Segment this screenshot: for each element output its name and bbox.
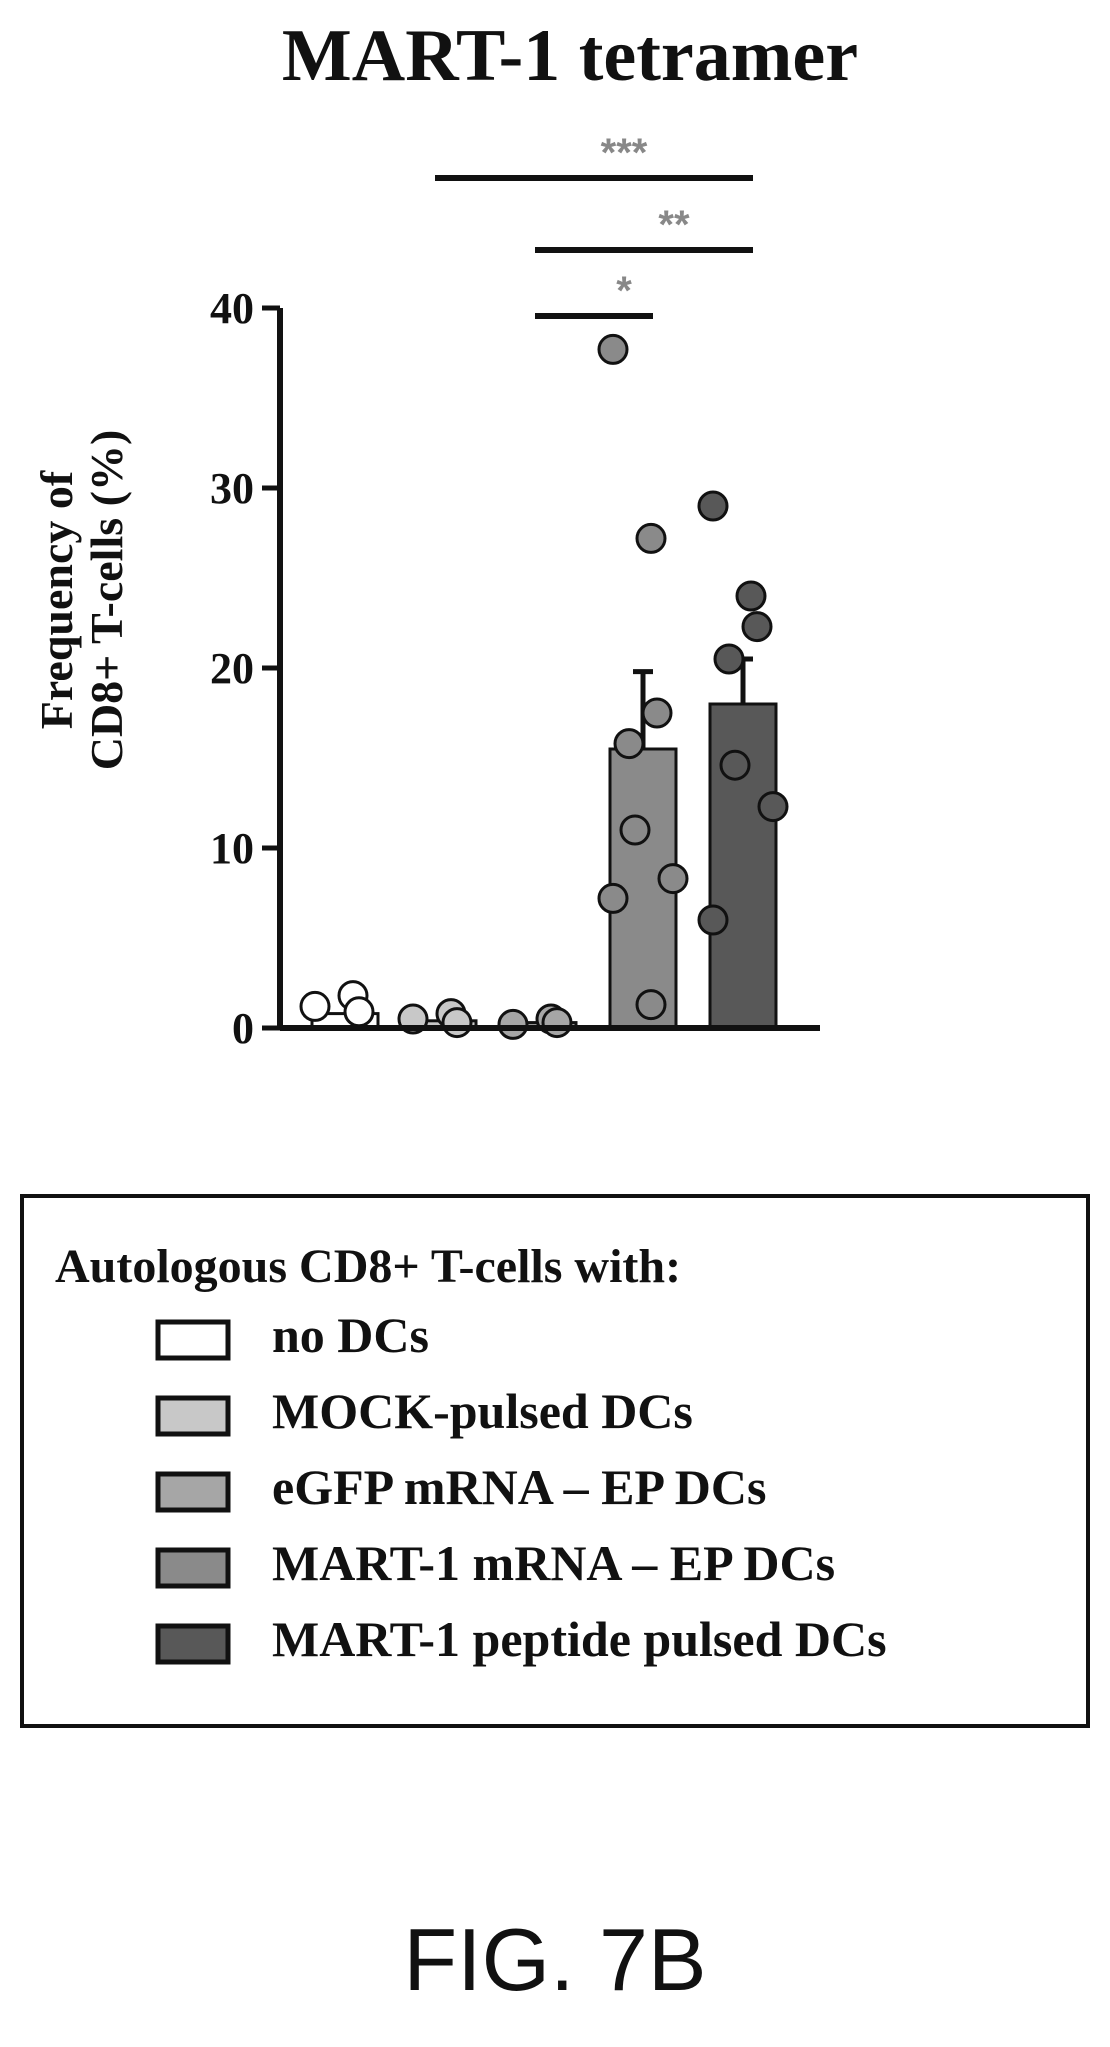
data-point <box>543 1009 571 1037</box>
chart-title: MART-1 tetramer <box>282 15 858 97</box>
significance-label: ** <box>658 203 690 247</box>
legend-item-label: MART-1 peptide pulsed DCs <box>272 1611 887 1667</box>
data-point <box>599 884 627 912</box>
data-point <box>443 1009 471 1037</box>
significance-label: * <box>616 269 632 313</box>
significance-brackets: ****** <box>435 131 753 316</box>
y-tick-label: 10 <box>210 824 254 873</box>
data-point <box>499 1010 527 1038</box>
legend-item-label: MART-1 mRNA – EP DCs <box>272 1535 835 1591</box>
data-point <box>737 582 765 610</box>
data-point <box>721 751 749 779</box>
figure-label: FIG. 7B <box>403 1910 706 2009</box>
legend-swatch <box>158 1626 228 1662</box>
data-point <box>615 730 643 758</box>
data-point <box>743 613 771 641</box>
data-point <box>659 865 687 893</box>
data-point <box>759 793 787 821</box>
y-axis-label-line-1: Frequency of <box>31 470 82 729</box>
legend-title: Autologous CD8+ T-cells with: <box>55 1240 681 1293</box>
y-tick-label: 40 <box>210 284 254 333</box>
legend-swatch <box>158 1398 228 1434</box>
legend-swatch <box>158 1322 228 1358</box>
data-point <box>699 906 727 934</box>
data-point <box>621 816 649 844</box>
data-point <box>345 998 373 1026</box>
legend-items: no DCs MOCK-pulsed DCs eGFP mRNA – EP DCs M… <box>158 1307 887 1667</box>
y-tick-label: 20 <box>210 644 254 693</box>
legend-item-label: eGFP mRNA – EP DCs <box>272 1459 766 1515</box>
y-axis-label-line-2: CD8+ T-cells (%) <box>81 430 132 771</box>
data-point <box>301 992 329 1020</box>
legend-swatch <box>158 1550 228 1586</box>
data-point <box>599 335 627 363</box>
y-tick-label: 30 <box>210 464 254 513</box>
legend-item-label: no DCs <box>272 1307 429 1363</box>
data-point <box>715 645 743 673</box>
data-point <box>637 991 665 1019</box>
plot-area: 0 10 20 30 40 <box>210 284 820 1053</box>
data-point <box>699 492 727 520</box>
significance-label: *** <box>601 131 648 175</box>
legend-swatch <box>158 1474 228 1510</box>
data-point <box>643 699 671 727</box>
legend-item-label: MOCK-pulsed DCs <box>272 1383 693 1439</box>
data-point <box>637 524 665 552</box>
y-tick-label: 0 <box>232 1004 254 1053</box>
